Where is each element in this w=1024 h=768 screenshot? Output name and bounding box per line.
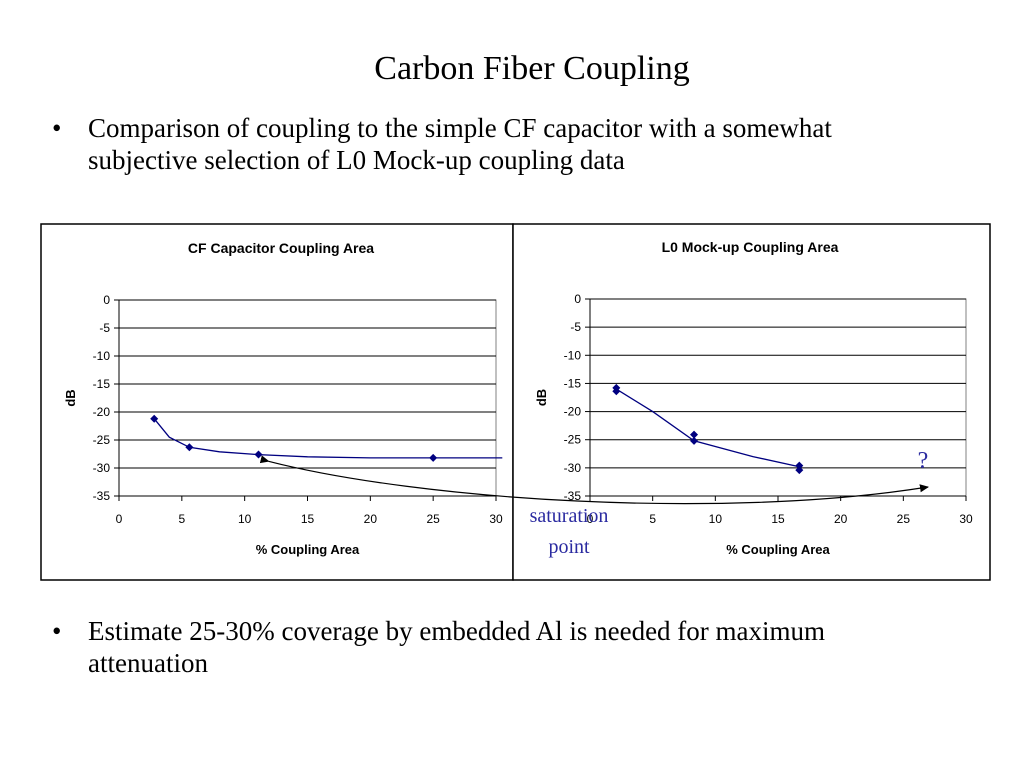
data-point-marker — [690, 436, 699, 445]
x-tick-label: 30 — [959, 512, 973, 526]
chart-title: L0 Mock-up Coupling Area — [662, 239, 839, 255]
x-tick-label: 20 — [364, 512, 378, 526]
y-tick-label: -10 — [93, 349, 111, 363]
data-point-marker — [690, 430, 699, 439]
x-tick-label: 0 — [587, 512, 594, 526]
x-tick-label: 25 — [897, 512, 911, 526]
bullet-item-1: • Comparison of coupling to the simple C… — [52, 112, 932, 176]
x-tick-label: 10 — [238, 512, 252, 526]
bullet-dot: • — [52, 616, 62, 646]
annotation-overlay: saturation point? — [259, 448, 929, 558]
annotation-saturation-line2: point — [548, 536, 590, 558]
x-tick-label: 10 — [709, 512, 723, 526]
x-tick-label: 30 — [489, 512, 503, 526]
x-tick-label: 15 — [301, 512, 315, 526]
x-tick-label: 5 — [649, 512, 656, 526]
y-tick-label: -10 — [564, 348, 582, 362]
x-tick-label: 0 — [116, 512, 123, 526]
data-point-marker — [185, 443, 194, 452]
y-tick-label: -20 — [564, 405, 582, 419]
slide-title: Carbon Fiber Coupling — [374, 50, 690, 87]
y-tick-label: 0 — [103, 293, 110, 307]
y-tick-label: -5 — [99, 321, 110, 335]
x-tick-label: 5 — [178, 512, 185, 526]
chart-cf-capacitor: CF Capacitor Coupling Area 0 -5 -10 -15 -20 -2… — [40, 223, 514, 581]
data-point-marker — [150, 414, 159, 423]
x-tick-label: 25 — [426, 512, 440, 526]
y-tick-label: -20 — [93, 405, 111, 419]
x-tick-label: 20 — [834, 512, 848, 526]
plot-area — [118, 299, 497, 497]
y-tick-label: -30 — [564, 461, 582, 475]
y-tick-label: -25 — [93, 433, 111, 447]
y-tick-label: -15 — [564, 376, 582, 390]
y-tick-label: -35 — [93, 489, 111, 503]
y-tick-label: -35 — [564, 489, 582, 503]
saturation-arrow — [259, 455, 929, 505]
annotation-question-mark: ? — [918, 448, 929, 474]
x-tick-label: 15 — [771, 512, 785, 526]
y-tick-label: -15 — [93, 377, 111, 391]
y-tick-label: -5 — [570, 320, 581, 334]
y-tick-label: 0 — [574, 292, 581, 306]
y-axis-label: dB — [63, 389, 78, 406]
chart-title: CF Capacitor Coupling Area — [188, 240, 374, 256]
bullet-text-1: Comparison of coupling to the simple CF … — [88, 113, 832, 175]
data-point-marker — [612, 387, 621, 396]
y-axis-label: dB — [534, 389, 549, 406]
y-tick-label: -25 — [564, 433, 582, 447]
y-tick-label: -30 — [93, 461, 111, 475]
plot-area — [589, 298, 967, 497]
x-axis-label: % Coupling Area — [256, 542, 360, 557]
bullet-dot: • — [52, 113, 62, 143]
x-axis-label: % Coupling Area — [726, 542, 830, 557]
bullet-text-2: Estimate 25-30% coverage by embedded Al … — [88, 616, 826, 678]
bullet-item-2: • Estimate 25-30% coverage by embedded A… — [52, 615, 932, 679]
annotation-saturation-line1: saturation — [530, 505, 609, 527]
